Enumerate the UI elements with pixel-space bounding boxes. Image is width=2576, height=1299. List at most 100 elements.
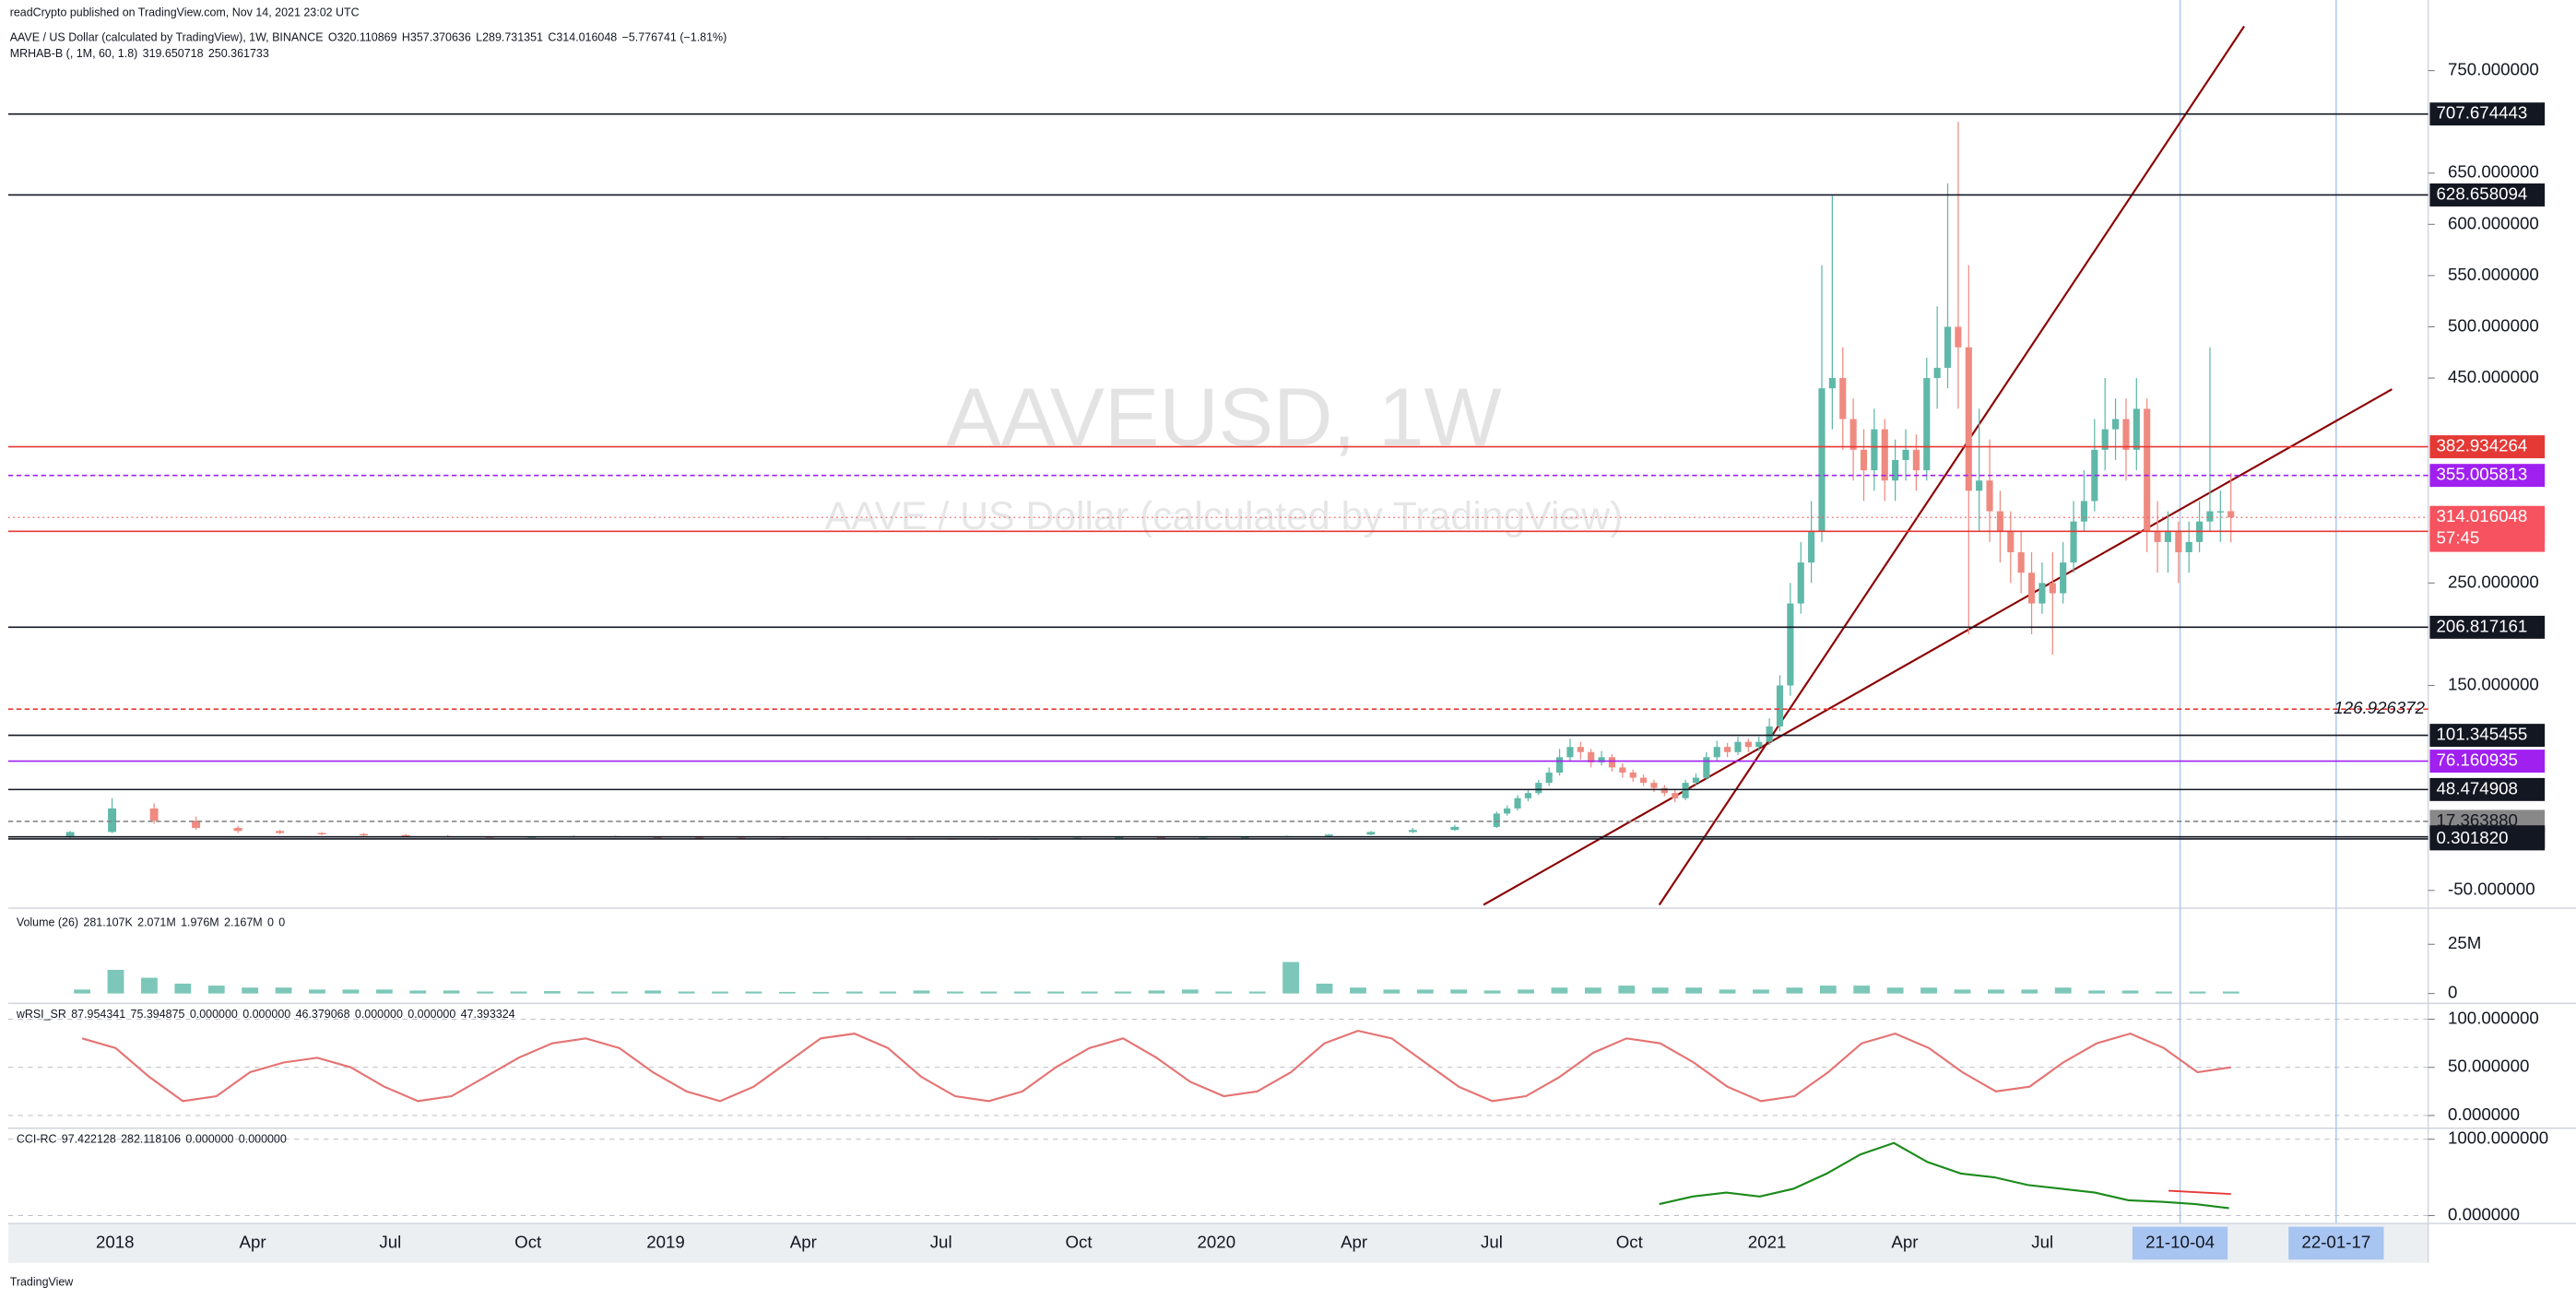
candle-body (1156, 837, 1165, 839)
price-tag (2429, 435, 2546, 459)
legend-text: C (548, 30, 556, 43)
legend-text: 47.393324 (461, 1008, 515, 1021)
legend-text: 357.370636 (410, 30, 471, 43)
legend-text: 1.976M (181, 915, 219, 928)
candle-body (401, 834, 410, 837)
x-tick-label: Jul (2031, 1232, 2053, 1251)
x-tick-label: Apr (1891, 1232, 1918, 1251)
pane-legend: CCI-RC 97.422128 282.118106 0.000000 0.00000… (17, 1133, 287, 1146)
x-tick-label: 2018 (96, 1232, 135, 1251)
x-tick-label: Jul (930, 1232, 952, 1251)
footer-logo: TradingView (10, 1275, 75, 1288)
volume-bar (1148, 990, 1165, 994)
volume-bar (443, 990, 460, 994)
y-tick-label: 150.000000 (2448, 674, 2539, 693)
volume-bar (510, 991, 527, 994)
candle-body (1640, 777, 1648, 784)
price-tag (2429, 724, 2546, 748)
candle-body (1724, 747, 1731, 752)
volume-bar (745, 991, 762, 994)
candle-body (1766, 726, 1773, 742)
candle-body (1524, 793, 1531, 798)
volume-bar (477, 991, 494, 994)
candle-body (1744, 741, 1752, 748)
candle-body (1577, 747, 1584, 752)
x-tick-label: Jul (1481, 1232, 1503, 1251)
candle-body (653, 836, 662, 839)
candle-body (2122, 419, 2130, 450)
volume-bar (1316, 983, 1333, 994)
volume-bar (845, 991, 863, 994)
legend-text: 0.000000 (355, 1008, 403, 1021)
y-tick-label: 50.000000 (2448, 1057, 2529, 1076)
volume-bar (2021, 989, 2038, 994)
volume-bar (778, 991, 796, 994)
candle-body (1849, 419, 1857, 450)
price-tag-label: 206.817161 (2437, 616, 2528, 635)
candle-body (1514, 797, 1521, 809)
candle-body (2027, 573, 2036, 604)
volume-bar (610, 991, 628, 994)
volume-bar (1551, 987, 1568, 994)
legend-text: 2.167M (224, 915, 263, 928)
x-tick-label: Oct (1065, 1232, 1093, 1251)
candle-body (1776, 685, 1784, 726)
watermark-symbol: AAVEUSD, 1W (946, 371, 1501, 463)
candle-body (65, 832, 75, 838)
candle-body (1797, 562, 1804, 604)
price-tag (2429, 183, 2546, 207)
candle-body (2175, 531, 2182, 553)
signal-line (2168, 1189, 2231, 1196)
volume-bar (1954, 989, 1971, 994)
volume-bar (1753, 989, 1769, 994)
price-tag (2429, 615, 2546, 639)
indicator-legend: MRHAB-B (, 1M, 60, 1.8) 319.650718 250.361… (10, 47, 269, 60)
symbol-legend: AAVE / US Dollar (calculated by TradingV… (10, 30, 727, 43)
candle-body (1986, 480, 1993, 512)
volume-bar (275, 987, 292, 994)
legend-text: wRSI_SR (16, 1008, 66, 1021)
candle-body (1240, 836, 1249, 839)
volume-bar (74, 989, 91, 994)
legend-text: 250.361733 (208, 47, 269, 60)
legend-text: 0 (278, 915, 285, 928)
candle-body (1808, 531, 1815, 563)
candle-body (1713, 747, 1720, 758)
price-tag-label: 0.301820 (2437, 828, 2509, 847)
candle-body (1734, 741, 1742, 752)
legend-text: 320.110869 (337, 30, 397, 43)
candle-body (2133, 408, 2140, 450)
candle-body (1608, 757, 1616, 768)
price-tag-label: 628.658094 (2437, 183, 2528, 203)
legend-text: 314.016048 (556, 30, 617, 43)
price-tag (2429, 750, 2546, 773)
legend-text: 2.071M (137, 915, 176, 928)
price-tag (2429, 827, 2546, 851)
candle-body (1944, 326, 1952, 368)
candle-body (2216, 511, 2224, 513)
candle-body (2206, 511, 2214, 522)
price-tag-label: 17.363880 (2437, 810, 2518, 830)
y-tick-label: 0 (2448, 983, 2457, 1002)
candle-body (1504, 808, 1511, 814)
price-tag (2429, 102, 2546, 126)
candle-body (1881, 429, 1888, 481)
candle-body (1965, 347, 1972, 491)
candle-body (1493, 813, 1500, 827)
candle-body (2017, 552, 2025, 573)
x-tick-label: 2019 (646, 1232, 685, 1251)
volume-bar (947, 991, 963, 994)
legend-text: 0.000000 (239, 1133, 287, 1146)
legend-text: 46.379068 (296, 1008, 350, 1021)
indicator-line (1659, 1141, 2229, 1210)
candle-body (1692, 777, 1700, 784)
candle-body (2101, 429, 2109, 450)
legend-text: MRHAB-B (, 1M, 60, 1.8) (10, 47, 138, 60)
legend-text: AAVE / US Dollar (calculated by TradingV… (10, 30, 324, 43)
volume-bar (913, 990, 930, 994)
trend-line (1658, 25, 2245, 906)
price-tag-label: 48.474908 (2437, 778, 2518, 797)
candle-body (1629, 772, 1637, 778)
